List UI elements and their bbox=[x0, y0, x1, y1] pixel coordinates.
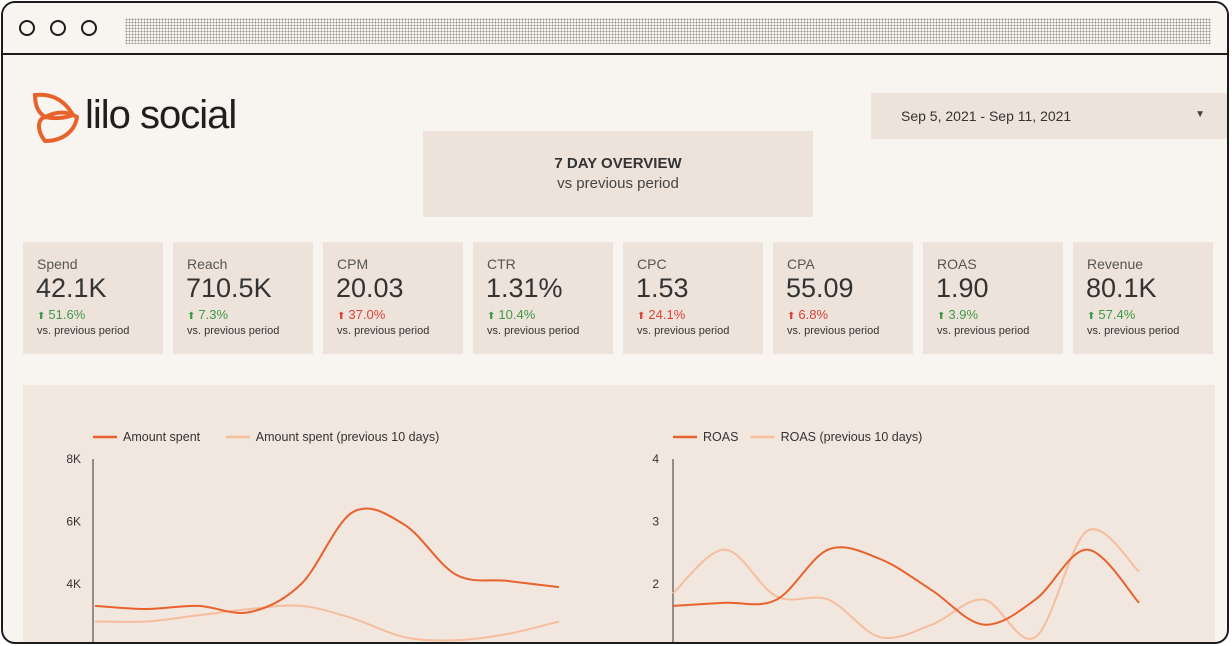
kpi-note: vs. previous period bbox=[187, 325, 280, 337]
close-window-button[interactable] bbox=[19, 20, 35, 36]
kpi-label: CPA bbox=[787, 256, 815, 272]
kpi-card-cpa: CPA 55.09 ⬆ 6.8% vs. previous period bbox=[773, 242, 913, 354]
kpi-value: 20.03 bbox=[336, 273, 404, 303]
kpi-card-roas: ROAS 1.90 ⬆ 3.9% vs. previous period bbox=[923, 242, 1063, 354]
kpi-value: 1.53 bbox=[636, 273, 689, 303]
maximize-window-button[interactable] bbox=[81, 20, 97, 36]
kpi-note: vs. previous period bbox=[337, 325, 430, 337]
kpi-card-cpm: CPM 20.03 ⬆ 37.0% vs. previous period bbox=[323, 242, 463, 354]
kpi-change: ⬆ 6.8% bbox=[787, 307, 828, 322]
kpi-card-revenue: Revenue 80.1K ⬆ 57.4% vs. previous period bbox=[1073, 242, 1213, 354]
date-range-value: Sep 5, 2021 - Sep 11, 2021 bbox=[901, 108, 1072, 124]
arrow-up-icon: ⬆ bbox=[787, 311, 796, 322]
legend-label: Amount spent (previous 10 days) bbox=[256, 430, 439, 444]
series-line-current bbox=[94, 507, 560, 614]
kpi-change-value: 24.1% bbox=[648, 307, 686, 322]
arrow-up-icon: ⬆ bbox=[637, 311, 646, 322]
kpi-change: ⬆ 57.4% bbox=[1087, 307, 1135, 322]
legend-label: ROAS (previous 10 days) bbox=[781, 430, 923, 444]
charts-svg: Amount spent Amount spent (previous 10 da… bbox=[66, 430, 1140, 645]
kpi-label: CPC bbox=[637, 256, 667, 272]
y-tick-label: 3 bbox=[652, 515, 659, 529]
arrow-up-icon: ⬆ bbox=[1087, 311, 1096, 322]
y-tick-label: 4 bbox=[652, 452, 659, 466]
kpi-card-spend: Spend 42.1K ⬆ 51.6% vs. previous period bbox=[23, 242, 163, 354]
kpi-change-value: 37.0% bbox=[348, 307, 386, 322]
kpi-value: 80.1K bbox=[1086, 273, 1157, 303]
series-line-current bbox=[672, 546, 1140, 626]
dashboard: lilo social Sep 5, 2021 - Sep 11, 2021 ▼… bbox=[3, 55, 1227, 642]
kpi-change: ⬆ 10.4% bbox=[487, 307, 535, 322]
minimize-window-button[interactable] bbox=[50, 20, 66, 36]
kpi-note: vs. previous period bbox=[937, 325, 1030, 337]
kpi-value: 55.09 bbox=[786, 273, 854, 303]
series-line-previous bbox=[672, 528, 1140, 640]
legend-label: ROAS bbox=[703, 430, 738, 444]
overview-subtitle: vs previous period bbox=[557, 175, 679, 192]
brand-name: lilo social bbox=[85, 93, 237, 137]
kpi-change-value: 6.8% bbox=[798, 307, 829, 322]
y-tick-label: 6K bbox=[66, 515, 81, 529]
y-tick-label: 2K bbox=[66, 640, 81, 645]
y-tick-label: 1 bbox=[652, 640, 659, 645]
lilo-leaf-icon bbox=[33, 92, 79, 143]
kpi-label: CTR bbox=[487, 256, 516, 272]
kpi-card-cpc: CPC 1.53 ⬆ 24.1% vs. previous period bbox=[623, 242, 763, 354]
kpi-label: Revenue bbox=[1087, 256, 1144, 272]
browser-titlebar bbox=[3, 3, 1227, 55]
arrow-up-icon: ⬆ bbox=[487, 311, 496, 322]
line-chart-2: ROAS ROAS (previous 10 days) 1 2 3 4 bbox=[652, 430, 1140, 645]
date-range-selector[interactable]: Sep 5, 2021 - Sep 11, 2021 ▼ bbox=[871, 93, 1227, 139]
legend-label: Amount spent bbox=[123, 430, 201, 444]
kpi-change: ⬆ 3.9% bbox=[937, 307, 978, 322]
brand-logo: lilo social bbox=[31, 91, 291, 147]
arrow-up-icon: ⬆ bbox=[37, 311, 46, 322]
kpi-change-value: 57.4% bbox=[1098, 307, 1136, 322]
kpi-value: 1.31% bbox=[486, 273, 563, 303]
y-tick-label: 4K bbox=[66, 577, 81, 591]
overview-header: 7 DAY OVERVIEW vs previous period bbox=[423, 131, 813, 217]
kpi-label: ROAS bbox=[937, 256, 977, 272]
kpi-value: 710.5K bbox=[186, 273, 272, 303]
kpi-note: vs. previous period bbox=[37, 325, 130, 337]
y-tick-label: 8K bbox=[66, 452, 81, 466]
kpi-note: vs. previous period bbox=[487, 325, 580, 337]
kpi-change: ⬆ 24.1% bbox=[637, 307, 685, 322]
kpi-change-value: 51.6% bbox=[48, 307, 86, 322]
kpi-value: 42.1K bbox=[36, 273, 107, 303]
line-chart-1: Amount spent Amount spent (previous 10 da… bbox=[66, 430, 560, 645]
address-bar[interactable] bbox=[125, 18, 1211, 44]
kpi-card-ctr: CTR 1.31% ⬆ 10.4% vs. previous period bbox=[473, 242, 613, 354]
kpi-note: vs. previous period bbox=[637, 325, 730, 337]
kpi-change-value: 3.9% bbox=[948, 307, 979, 322]
kpi-label: Spend bbox=[37, 256, 78, 272]
kpi-change: ⬆ 37.0% bbox=[337, 307, 385, 322]
arrow-up-icon: ⬆ bbox=[337, 311, 346, 322]
kpi-label: Reach bbox=[187, 256, 228, 272]
kpi-card-reach: Reach 710.5K ⬆ 7.3% vs. previous period bbox=[173, 242, 313, 354]
kpi-change-value: 10.4% bbox=[498, 307, 536, 322]
chart-panel: Amount spent Amount spent (previous 10 da… bbox=[23, 385, 1215, 645]
y-tick-label: 2 bbox=[652, 577, 659, 591]
kpi-change: ⬆ 7.3% bbox=[187, 307, 228, 322]
kpi-note: vs. previous period bbox=[787, 325, 880, 337]
overview-title: 7 DAY OVERVIEW bbox=[554, 155, 682, 172]
kpi-change-value: 7.3% bbox=[198, 307, 229, 322]
arrow-up-icon: ⬆ bbox=[937, 311, 946, 322]
kpi-note: vs. previous period bbox=[1087, 325, 1180, 337]
arrow-up-icon: ⬆ bbox=[187, 311, 196, 322]
kpi-change: ⬆ 51.6% bbox=[37, 307, 85, 322]
kpi-value: 1.90 bbox=[936, 273, 989, 303]
series-line-previous bbox=[94, 604, 560, 642]
dropdown-caret-icon: ▼ bbox=[1195, 109, 1205, 120]
kpi-label: CPM bbox=[337, 256, 369, 272]
